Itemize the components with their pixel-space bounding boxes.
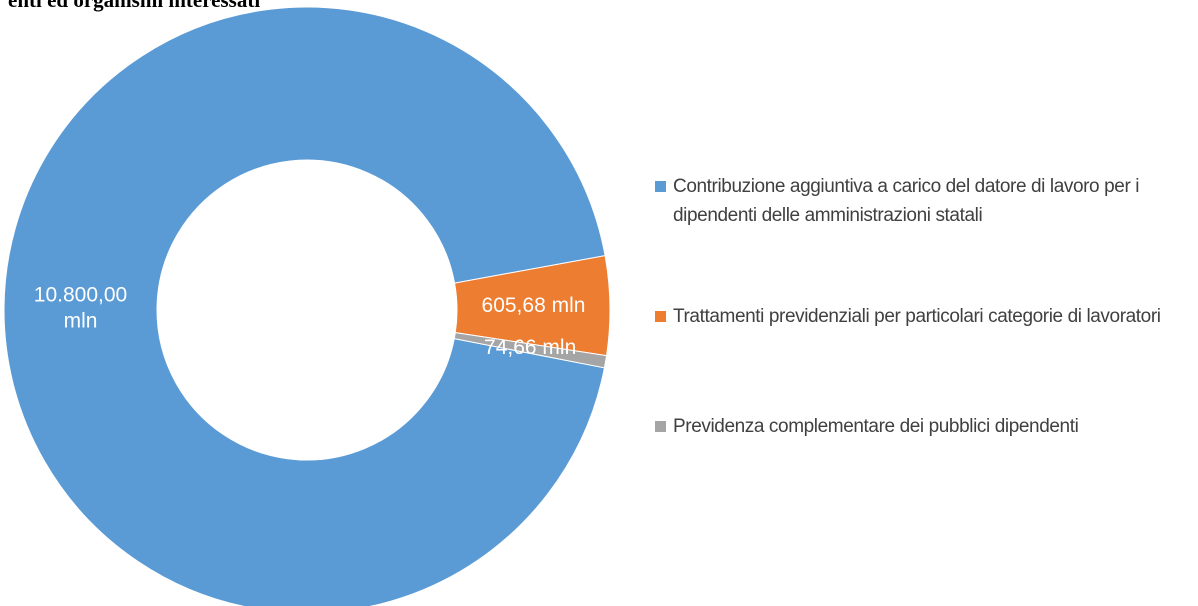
legend-swatch [655, 311, 666, 322]
value-label: 605,68 mln [482, 294, 586, 317]
donut-slice [453, 332, 608, 369]
legend-item: Trattamenti previdenziali per particolar… [655, 302, 1195, 331]
chart-title: enti ed organismi interessati [8, 0, 260, 12]
legend-swatch [655, 421, 666, 432]
value-label: 10.800,00 mln [34, 283, 127, 332]
legend-item: Contribuzione aggiuntiva a carico del da… [655, 172, 1195, 230]
legend-swatch [655, 181, 666, 192]
value-label: 74,66 mln [484, 336, 576, 359]
legend-label: Trattamenti previdenziali per particolar… [673, 306, 1161, 327]
legend-label: Previdenza complementare dei pubblici di… [673, 416, 1079, 437]
legend-item: Previdenza complementare dei pubblici di… [655, 412, 1195, 441]
donut-slice [3, 6, 606, 606]
legend-label: Contribuzione aggiuntiva a carico del da… [673, 176, 1140, 226]
